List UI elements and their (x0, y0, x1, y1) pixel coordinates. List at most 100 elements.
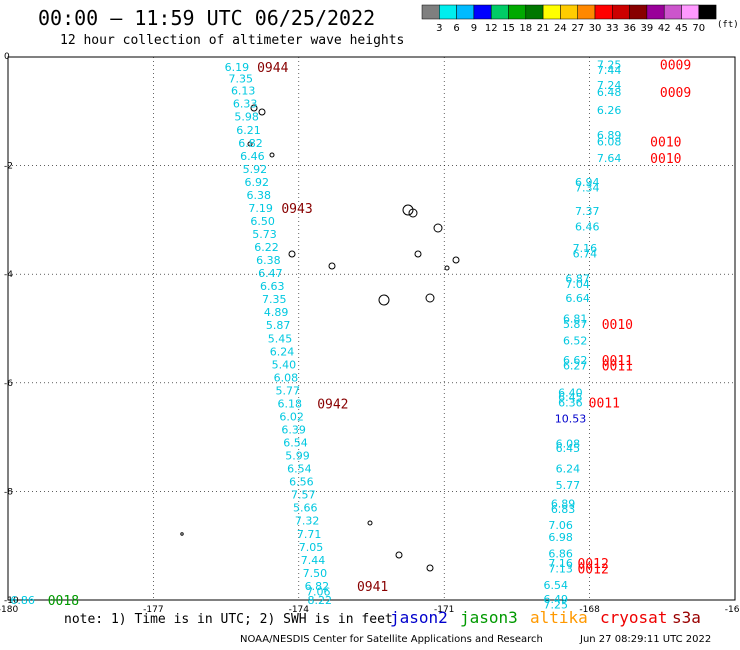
swh-data-label: 6.86 (548, 547, 573, 560)
swh-data-label: 5.77 (556, 479, 581, 492)
scale-tick-label: 24 (554, 23, 567, 34)
island-outline (444, 265, 450, 271)
scale-tick-label: 39 (641, 23, 654, 34)
swh-data-label: 6.22 (254, 241, 279, 254)
swh-data-label: 4.89 (264, 306, 289, 319)
swh-data-label: 5.77 (276, 384, 301, 397)
swh-data-label: 7.16 (573, 242, 598, 255)
pass-time-label: 0009 (660, 86, 691, 101)
swh-data-label: 6.27 (563, 359, 588, 372)
satellite-jason3: jason3 (460, 608, 518, 627)
chart-subtitle: 12 hour collection of altimeter wave hei… (60, 33, 405, 48)
swh-data-label: 6.54 (283, 437, 308, 450)
island-outline (269, 152, 275, 158)
x-tick-label: -177 (143, 605, 163, 615)
y-tick-label: -2 (4, 162, 13, 172)
scale-tick-label: 70 (692, 23, 705, 34)
pass-time-label: 0010 (650, 152, 681, 167)
swh-data-label: 6.08 (274, 371, 299, 384)
swh-data-label: 6.87 (565, 273, 590, 286)
swh-data-label: 6.54 (544, 579, 569, 592)
swh-data-label: 5.73 (252, 228, 277, 241)
scale-tick-label: 9 (471, 23, 477, 34)
island-outline (180, 532, 184, 536)
scale-tick-label: 18 (519, 23, 532, 34)
swh-data-label: 5.40 (272, 358, 297, 371)
satellite-altika: altika (530, 608, 588, 627)
island-outline (433, 223, 443, 233)
scale-tick-label: 36 (623, 23, 636, 34)
swh-data-label: 6.46 (240, 150, 265, 163)
swh-data-label: 6.50 (250, 215, 274, 228)
swh-data-label: 6.19 (225, 61, 250, 74)
swh-data-label: 6.02 (279, 410, 304, 423)
island-outline (328, 262, 336, 270)
swh-data-label: 6.98 (548, 531, 573, 544)
plot-frame (7, 56, 736, 601)
island-outline (408, 208, 418, 218)
island-outline (395, 551, 403, 559)
swh-data-label: 7.44 (301, 554, 326, 567)
swh-data-label: 7.44 (597, 64, 622, 77)
swh-data-label: 5.87 (266, 319, 291, 332)
generated-timestamp: Jun 27 08:29:11 UTC 2022 (580, 634, 712, 645)
swh-data-label: 6.86 (10, 594, 35, 607)
swh-data-label: 6.49 (544, 593, 569, 606)
island-outline (288, 250, 296, 258)
swh-data-label: 6.36 (558, 396, 583, 409)
swh-data-label: 5.98 (234, 111, 259, 124)
scale-tick-label: 33 (606, 23, 619, 34)
pass-time-label: 0012 (577, 557, 608, 572)
swh-data-label: 10.53 (555, 413, 587, 426)
scale-tick-label: 6 (453, 23, 459, 34)
swh-data-label: 6.46 (575, 220, 600, 233)
swh-data-label: 5.66 (293, 502, 318, 515)
x-tick-label: -165 (725, 605, 740, 615)
pass-time-label: 0012 (577, 563, 608, 578)
satellite-cryosat: cryosat (600, 608, 668, 627)
swh-data-label: 6.94 (575, 176, 600, 189)
island-outline (426, 564, 434, 572)
swh-data-label: 5.99 (285, 450, 310, 463)
pass-time-label: 0011 (589, 396, 620, 411)
swh-data-label: 6.74 (573, 248, 598, 261)
swh-data-label: 7.06 (548, 519, 573, 532)
island-outline (425, 293, 435, 303)
y-tick-label: -6 (4, 379, 13, 389)
pass-time-label: 0941 (357, 580, 388, 595)
scale-tick-label: 30 (589, 23, 602, 34)
swh-data-label: 7.04 (565, 278, 590, 291)
y-tick-label: 0 (4, 52, 10, 62)
swh-data-label: 6.63 (260, 280, 285, 293)
pass-time-label: 0011 (602, 359, 633, 374)
island-outline (247, 141, 253, 147)
swh-data-label: 6.54 (287, 463, 312, 476)
swh-data-label: 6.48 (597, 86, 622, 99)
scale-tick-label: 3 (436, 23, 442, 34)
swh-data-label: 7.25 (597, 59, 622, 72)
swh-data-label: 6.45 (556, 442, 581, 455)
swh-data-label: 6.82 (238, 137, 263, 150)
swh-data-label: 6.33 (233, 98, 257, 111)
swh-data-label: 6.89 (597, 129, 622, 142)
pass-time-label: 0011 (602, 354, 633, 369)
swh-data-label: 6.52 (563, 334, 588, 347)
satellite-s3a: s3a (672, 608, 701, 627)
scale-tick-label: 45 (675, 23, 688, 34)
swh-data-label: 5.45 (268, 332, 293, 345)
swh-data-label: 7.71 (297, 528, 322, 541)
swh-data-label: 6.62 (563, 354, 588, 367)
scale-tick-label: 27 (571, 23, 584, 34)
swh-data-label: 6.64 (565, 292, 590, 305)
credit-line: NOAA/NESDIS Center for Satellite Applica… (240, 634, 543, 645)
swh-data-label: 6.45 (558, 391, 583, 404)
swh-data-label: 5.92 (243, 163, 268, 176)
swh-data-label: 6.89 (551, 497, 576, 510)
island-outline (367, 520, 373, 526)
satellite-jason2: jason2 (390, 608, 448, 627)
swh-data-label: 6.82 (305, 580, 330, 593)
swh-data-label: 6.40 (558, 387, 583, 400)
swh-data-label: 7.35 (229, 73, 254, 86)
swh-data-label: 6.39 (281, 423, 306, 436)
swh-data-label: 7.05 (299, 541, 324, 554)
